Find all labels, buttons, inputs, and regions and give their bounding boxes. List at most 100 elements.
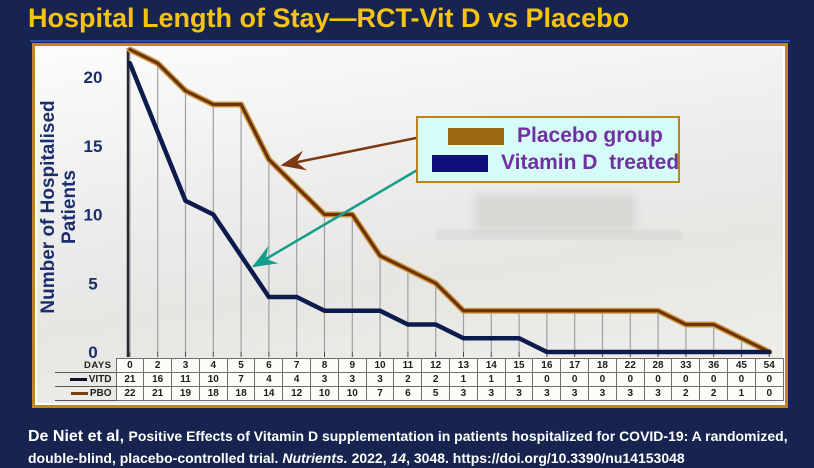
table-cell-vitd: 0 bbox=[615, 372, 645, 387]
placebo-line-halo bbox=[126, 46, 773, 355]
table-cell-day: 17 bbox=[560, 358, 590, 373]
citation-doi: https://doi.org/10.3390/nu14153048 bbox=[448, 450, 685, 467]
citation-pages: , 3048. bbox=[406, 450, 449, 467]
table-cell-vitd: 0 bbox=[643, 372, 673, 387]
table-cell-vitd: 3 bbox=[310, 372, 339, 387]
table-cell-pbo: 3 bbox=[615, 386, 645, 401]
legend-box: Placebo group Vitamin D treated bbox=[416, 116, 680, 183]
table-cell-pbo: 5 bbox=[421, 386, 451, 401]
table-cell-pbo: 3 bbox=[532, 386, 562, 401]
table-cell-pbo: 6 bbox=[393, 386, 423, 401]
data-table: Days 0 2 3 4 5 6 7 8 9 10 11 12 13 14 15 16 17 18 22 28 33 36 4… bbox=[55, 358, 784, 401]
slide-title: Hospital Length of Stay—RCT-Vit D vs Pla… bbox=[28, 3, 630, 33]
table-cell-day: 10 bbox=[365, 358, 395, 373]
chart-svg: 0 5 10 15 20 bbox=[84, 46, 773, 358]
table-cell-pbo: 12 bbox=[282, 386, 312, 401]
y-axis-tick: 15 bbox=[84, 137, 103, 156]
table-row-days: Days 0 2 3 4 5 6 7 8 9 10 11 12 13 14 15 16 17 18 22 28 33 36 4… bbox=[55, 358, 784, 373]
table-cell-vitd: 2 bbox=[393, 372, 423, 387]
table-cell-vitd: 0 bbox=[671, 372, 701, 387]
title-separator-line bbox=[30, 40, 790, 42]
table-row-vitd: VITD 21 16 11 10 7 4 4 3 3 3 2 2 1 1 1 0 0 0 0 0 0 0 0 0 bbox=[55, 372, 784, 387]
table-cell-day: 11 bbox=[393, 358, 423, 373]
table-cell-day: 16 bbox=[532, 358, 562, 373]
table-cell-vitd: 1 bbox=[476, 372, 506, 387]
table-row-pbo-label: PBO bbox=[55, 386, 116, 401]
table-cell-pbo: 1 bbox=[727, 386, 756, 401]
y-axis-tick: 10 bbox=[84, 206, 103, 225]
table-cell-day: 0 bbox=[115, 358, 145, 373]
table-cell-pbo: 2 bbox=[671, 386, 701, 401]
table-cell-pbo: 10 bbox=[310, 386, 339, 401]
citation-year: 2022, bbox=[347, 450, 391, 467]
table-cell-pbo: 19 bbox=[171, 386, 200, 401]
table-cell-vitd: 0 bbox=[588, 372, 617, 387]
table-cell-vitd: 21 bbox=[115, 372, 145, 387]
table-cell-vitd: 4 bbox=[254, 372, 284, 387]
y-axis-tick: 20 bbox=[84, 68, 103, 87]
table-cell-vitd: 16 bbox=[143, 372, 173, 387]
redaction-smudge bbox=[435, 230, 683, 240]
table-cell-vitd: 11 bbox=[171, 372, 200, 387]
table-cell-day: 9 bbox=[337, 358, 367, 373]
table-cell-pbo: 3 bbox=[504, 386, 534, 401]
table-cell-pbo: 0 bbox=[754, 386, 784, 401]
table-cell-day: 3 bbox=[171, 358, 200, 373]
table-cell-day: 45 bbox=[727, 358, 756, 373]
table-cell-day: 28 bbox=[643, 358, 673, 373]
table-cell-pbo: 3 bbox=[588, 386, 617, 401]
table-cell-pbo: 10 bbox=[337, 386, 367, 401]
table-cell-vitd: 1 bbox=[504, 372, 534, 387]
legend-swatch-vitamin-d bbox=[432, 154, 488, 172]
table-cell-pbo: 3 bbox=[449, 386, 478, 401]
table-cell-day: 4 bbox=[198, 358, 228, 373]
table-row-days-label: Days bbox=[83, 359, 112, 371]
table-cell-day: 12 bbox=[421, 358, 451, 373]
chart-panel: Number of Hospitalised Patients 0 5 10 15 20… bbox=[32, 43, 788, 408]
table-cell-day: 13 bbox=[449, 358, 478, 373]
table-cell-day: 36 bbox=[699, 358, 729, 373]
table-cell-pbo: 3 bbox=[476, 386, 506, 401]
table-cell-pbo: 21 bbox=[143, 386, 173, 401]
legend-swatch-placebo bbox=[448, 127, 504, 145]
table-cell-vitd: 0 bbox=[727, 372, 756, 387]
table-cell-day: 33 bbox=[671, 358, 701, 373]
table-cell-vitd: 2 bbox=[421, 372, 451, 387]
table-cell-day: 14 bbox=[476, 358, 506, 373]
table-cell-vitd: 7 bbox=[226, 372, 256, 387]
table-cell-day: 2 bbox=[143, 358, 173, 373]
table-cell-day: 22 bbox=[615, 358, 645, 373]
citation-journal: Nutrients. bbox=[282, 450, 348, 467]
table-cell-day: 8 bbox=[310, 358, 339, 373]
table-cell-day: 7 bbox=[282, 358, 312, 373]
table-cell-pbo: 22 bbox=[115, 386, 145, 401]
table-row-pbo: PBO 22 21 19 18 18 14 12 10 10 7 6 5 3 3 3 3 3 3 3 3 2 2 1 0 bbox=[55, 386, 784, 401]
redaction-box bbox=[479, 199, 631, 226]
table-cell-pbo: 18 bbox=[226, 386, 256, 401]
table-cell-pbo: 14 bbox=[254, 386, 284, 401]
table-cell-vitd: 0 bbox=[754, 372, 784, 387]
table-cell-pbo: 3 bbox=[643, 386, 673, 401]
table-cell-vitd: 1 bbox=[449, 372, 478, 387]
table-cell-vitd: 3 bbox=[337, 372, 367, 387]
table-row-vitd-line-swatch bbox=[69, 377, 87, 381]
legend-label-placebo: Placebo group bbox=[517, 124, 663, 147]
table-cell-day: 6 bbox=[254, 358, 284, 373]
table-cell-vitd: 0 bbox=[532, 372, 562, 387]
legend-item-vitamin-d: Vitamin D treated bbox=[432, 151, 679, 175]
table-cell-vitd: 0 bbox=[560, 372, 590, 387]
placebo-arrow bbox=[280, 135, 422, 171]
citation: De Niet et al, Positive Effects of Vitam… bbox=[28, 425, 814, 468]
table-cell-vitd: 10 bbox=[198, 372, 228, 387]
table-cell-pbo: 18 bbox=[198, 386, 228, 401]
table-cell-vitd: 3 bbox=[365, 372, 395, 387]
table-cell-day: 18 bbox=[588, 358, 617, 373]
citation-author: De Niet et al, bbox=[28, 428, 129, 445]
vitamin-d-arrow bbox=[251, 167, 420, 268]
placebo-line bbox=[128, 47, 771, 354]
table-row-vitd-label: VITD bbox=[55, 372, 116, 387]
table-row-pbo-line-swatch bbox=[70, 391, 88, 395]
table-cell-vitd: 4 bbox=[282, 372, 312, 387]
table-cell-pbo: 3 bbox=[560, 386, 590, 401]
vitamin-d-line bbox=[127, 61, 772, 355]
